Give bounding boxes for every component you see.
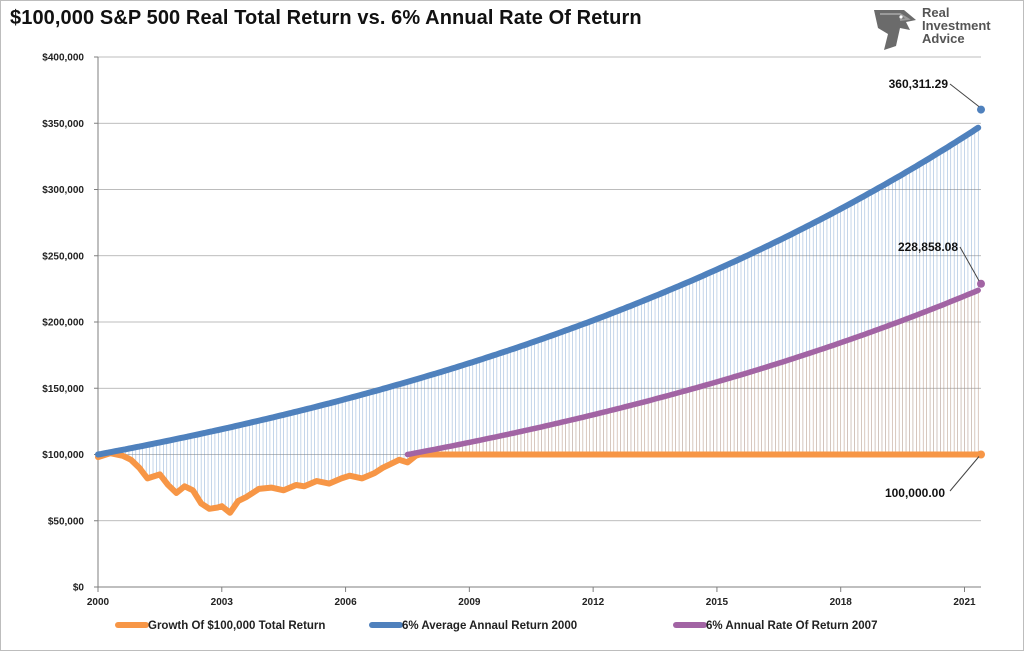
series-group — [95, 105, 985, 516]
y-tick-label: $100,000 — [42, 450, 84, 461]
x-tick-label: 2018 — [830, 597, 853, 608]
legend-label: 6% Annual Rate Of Return 2007 — [706, 620, 877, 632]
logo-line-3: Advice — [922, 31, 965, 46]
legend-label: 6% Average Annaul Return 2000 — [402, 620, 577, 632]
annotation-leader-line — [949, 456, 980, 492]
x-tick-label: 2021 — [953, 597, 976, 608]
y-tick-label: $150,000 — [42, 384, 84, 395]
axes: $0 $50,000 $100,000 $150,000 $200,000 $250,00… — [42, 53, 981, 608]
y-tick-label: $250,000 — [42, 251, 84, 262]
logo-line-1: Real — [922, 5, 950, 20]
x-tick-label: 2009 — [458, 597, 481, 608]
annotation-label: 360,311.29 — [889, 77, 949, 91]
y-tick-label: $0 — [73, 583, 85, 594]
brand-logo: Real Investment Advice — [870, 6, 1010, 54]
annotation-label: 228,858.08 — [898, 240, 958, 254]
legend-label: Growth Of $100,000 Total Return — [148, 620, 325, 632]
series-line-orange — [95, 450, 984, 516]
logo-line-2: Investment — [922, 18, 991, 33]
y-tick-label: $300,000 — [42, 185, 84, 196]
x-tick-label: 2006 — [334, 597, 357, 608]
x-tick-label: 2000 — [87, 597, 110, 608]
chart-title: $100,000 S&P 500 Real Total Return vs. 6… — [10, 7, 642, 29]
annotation-leader-line — [959, 246, 980, 282]
gridlines — [98, 56, 981, 522]
series-end-marker — [977, 279, 985, 288]
x-tick-label: 2015 — [706, 597, 729, 608]
y-tick-label: $200,000 — [42, 318, 84, 329]
series-line-blue — [95, 124, 982, 458]
x-tick-label: 2012 — [582, 597, 605, 608]
y-tick-label: $350,000 — [42, 119, 84, 130]
eagle-head-icon — [874, 10, 916, 50]
y-tick-label: $50,000 — [48, 516, 85, 527]
legend: Growth Of $100,000 Total Return 6% Averag… — [115, 620, 877, 632]
annotation-leader-line — [949, 83, 980, 107]
annotations: 360,311.29 228,858.08 100,000.00 — [885, 77, 980, 500]
annotation-label: 100,000.00 — [885, 486, 945, 500]
y-tick-label: $400,000 — [42, 53, 84, 64]
drop-lines — [97, 127, 979, 512]
series-end-marker — [977, 105, 985, 114]
logo-text: Real Investment Advice — [922, 6, 991, 45]
series-line-purple — [404, 287, 981, 458]
x-tick-label: 2003 — [211, 597, 234, 608]
